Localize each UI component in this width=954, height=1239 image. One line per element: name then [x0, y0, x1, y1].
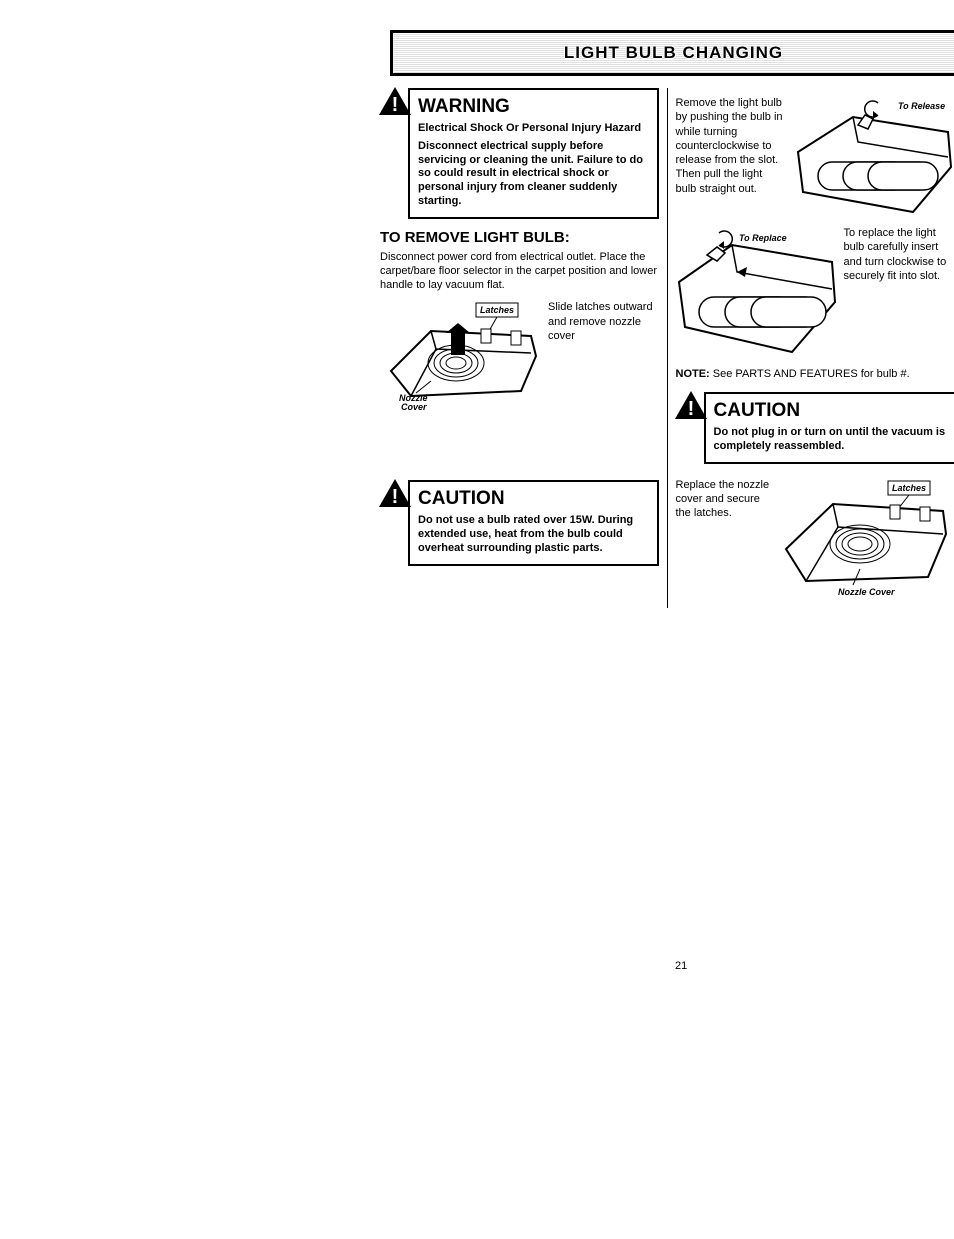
warning-body: Disconnect electrical supply before serv…: [418, 140, 649, 209]
section-banner: LIGHT BULB CHANGING: [390, 30, 954, 76]
remove-intro: Disconnect power cord from electrical ou…: [380, 250, 659, 293]
replace-row: To Replace To replace the light bulb car…: [676, 226, 954, 358]
banner-title: LIGHT BULB CHANGING: [564, 43, 783, 63]
svg-text:!: !: [392, 486, 399, 508]
release-text: Remove the light bulb by pushing the bul…: [676, 96, 786, 196]
svg-text:!: !: [392, 94, 399, 116]
warning-box: ! WARNING Electrical Shock Or Personal I…: [408, 88, 659, 219]
svg-text:Latches: Latches: [480, 305, 514, 315]
replace-text: To replace the light bulb carefully inse…: [844, 226, 954, 283]
right-column: Remove the light bulb by pushing the bul…: [667, 88, 954, 608]
figure-nozzle-cover: Latches Nozzle Cover: [380, 300, 542, 412]
caution-icon: !: [674, 390, 708, 420]
svg-text:Latches: Latches: [891, 483, 925, 493]
svg-text:To Release: To Release: [898, 101, 945, 111]
note-prefix: NOTE:: [676, 368, 710, 380]
reassemble-text: Replace the nozzle cover and secure the …: [676, 478, 771, 521]
reassemble-row: Replace the nozzle cover and secure the …: [676, 478, 954, 600]
caution-icon: !: [378, 478, 412, 508]
caution-2-title: CAUTION: [714, 400, 947, 422]
note-text: NOTE: See PARTS AND FEATURES for bulb #.: [676, 368, 954, 380]
manual-page: LIGHT BULB CHANGING ! WARNING Electrical…: [380, 30, 954, 750]
caution-1-box: ! CAUTION Do not use a bulb rated over 1…: [408, 480, 659, 565]
page-number: 21: [675, 960, 687, 972]
caution-1-title: CAUTION: [418, 488, 649, 510]
svg-text:!: !: [687, 398, 694, 420]
svg-text:Nozzle Cover: Nozzle Cover: [838, 587, 895, 597]
release-row: Remove the light bulb by pushing the bul…: [676, 96, 954, 218]
figure-replace: To Replace: [676, 226, 838, 358]
figure-1-row: Latches Nozzle Cover: [380, 300, 659, 412]
content-columns: ! WARNING Electrical Shock Or Personal I…: [380, 88, 954, 608]
caution-2-box: ! CAUTION Do not plug in or turn on unti…: [704, 392, 954, 464]
caution-1-body: Do not use a bulb rated over 15W. During…: [418, 514, 649, 555]
figure-release: To Release: [792, 96, 954, 218]
figure-reassemble: Latches Nozzle Cover: [777, 478, 949, 600]
figure-1-caption: Slide latches outward and remove nozzle …: [548, 300, 659, 343]
warning-icon: !: [378, 86, 412, 116]
svg-text:Cover: Cover: [401, 402, 427, 411]
remove-heading: TO REMOVE LIGHT BULB:: [380, 229, 659, 246]
caution-2-body: Do not plug in or turn on until the vacu…: [714, 426, 947, 454]
note-body: See PARTS AND FEATURES for bulb #.: [710, 368, 910, 380]
left-column: ! WARNING Electrical Shock Or Personal I…: [380, 88, 667, 608]
warning-title: WARNING: [418, 96, 649, 118]
warning-subtitle: Electrical Shock Or Personal Injury Haza…: [418, 122, 649, 136]
svg-text:To Replace: To Replace: [739, 233, 787, 243]
